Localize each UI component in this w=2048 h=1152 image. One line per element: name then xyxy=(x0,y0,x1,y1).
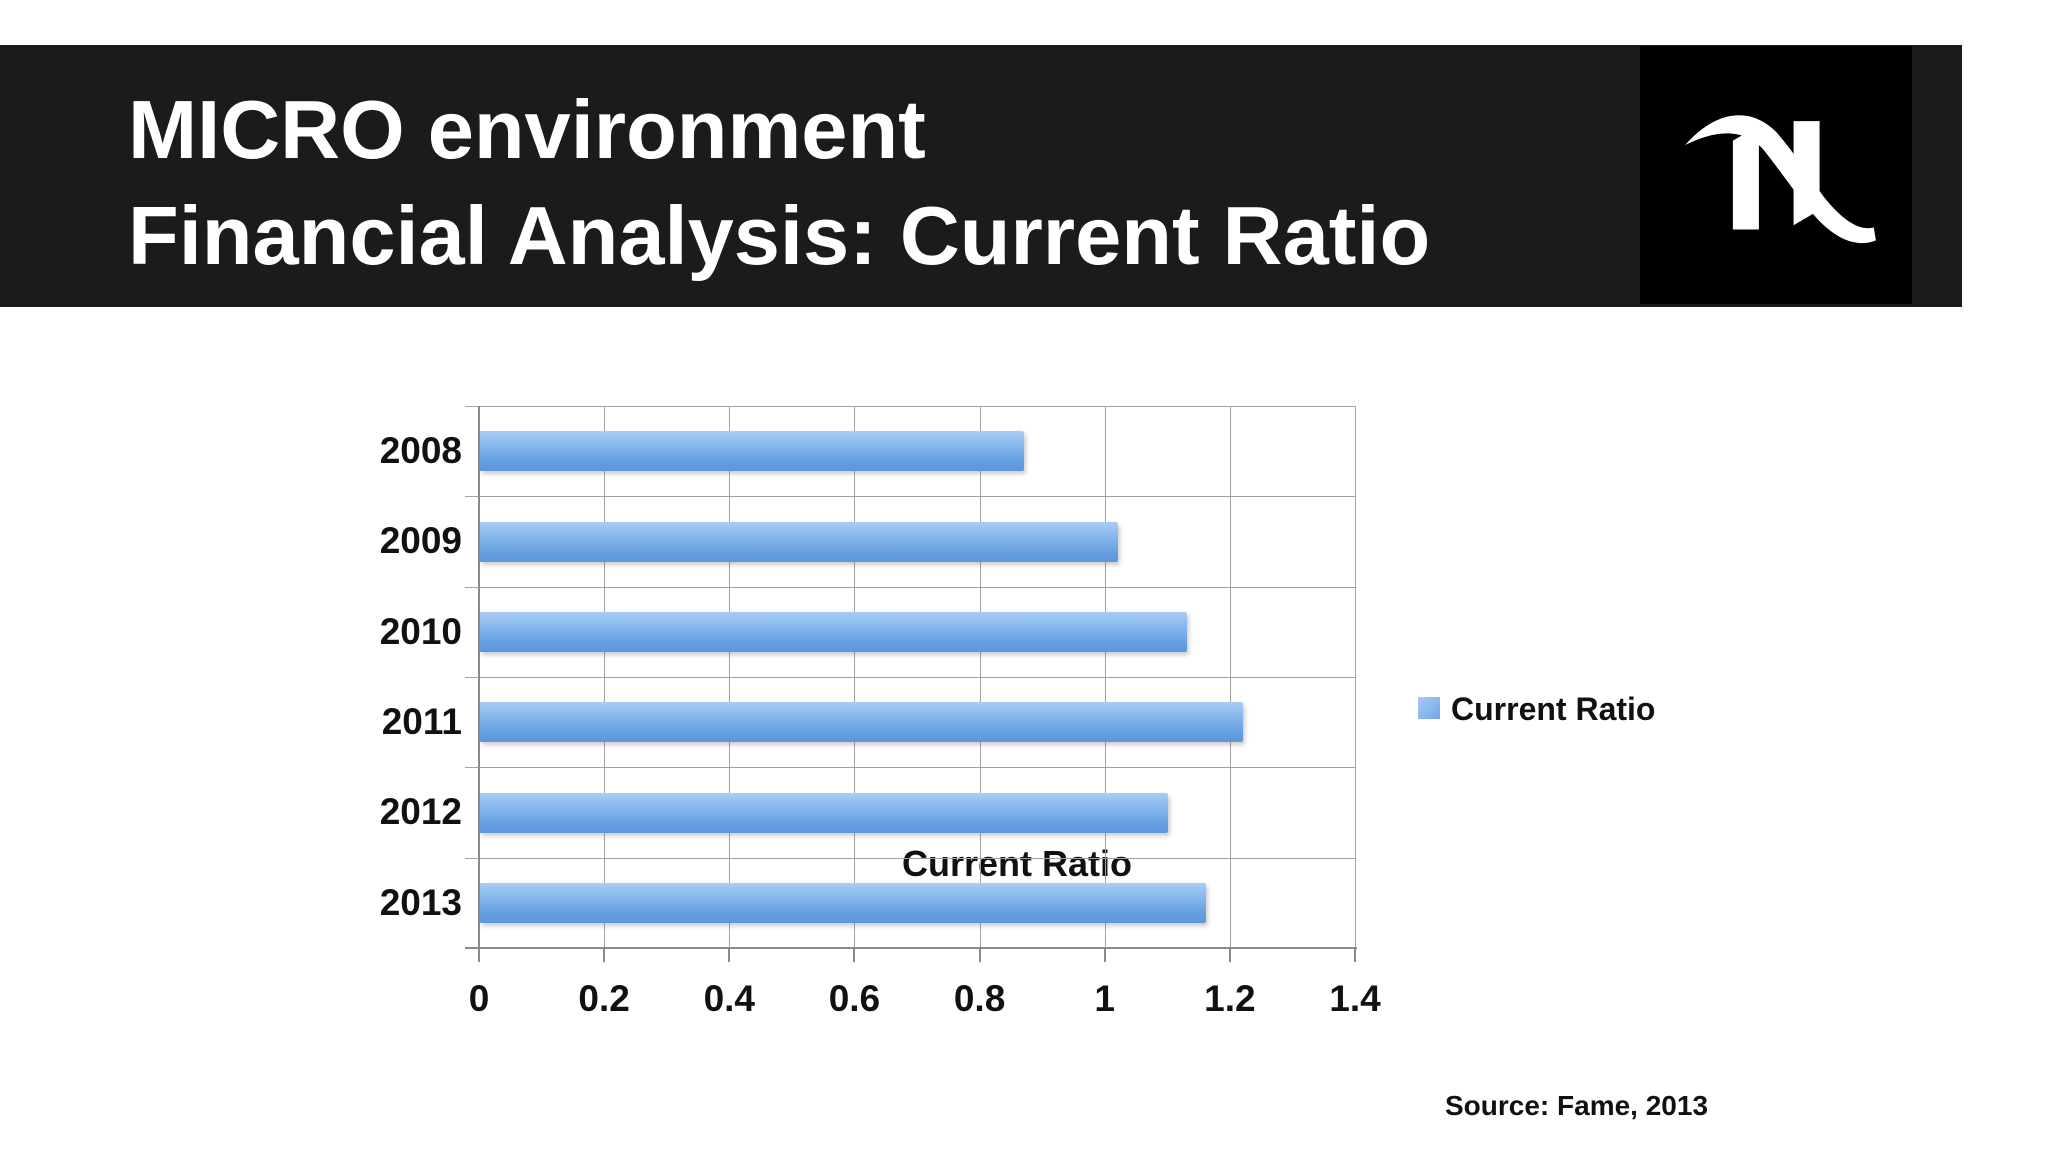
bar-2013 xyxy=(480,882,1206,923)
gridline-horizontal xyxy=(465,496,1355,498)
legend-label: Current Ratio xyxy=(1451,691,1656,727)
x-axis-tick xyxy=(853,948,856,962)
x-axis-label: 1.2 xyxy=(1204,978,1256,1019)
category-axis-line xyxy=(478,406,480,948)
x-axis-label: 0 xyxy=(468,978,490,1019)
bar-2009 xyxy=(480,521,1118,562)
chart-title: Current Ratio xyxy=(901,843,1133,884)
gridline-vertical xyxy=(1355,406,1356,948)
nespresso-logo xyxy=(1640,46,1912,304)
x-axis-tick xyxy=(728,948,731,962)
legend: Current Ratio xyxy=(1418,692,1655,726)
x-axis-label: 0.8 xyxy=(953,978,1006,1019)
bar-2008 xyxy=(480,431,1024,472)
x-axis-label: 0.6 xyxy=(828,978,881,1019)
slide-title-line-2: Financial Analysis: Current Ratio xyxy=(128,189,1431,282)
nespresso-n-icon xyxy=(1684,114,1876,243)
x-axis-label: 0.4 xyxy=(703,978,755,1019)
x-axis-tick xyxy=(1103,948,1106,962)
x-axis-label: 1.4 xyxy=(1329,978,1381,1019)
x-axis-tick xyxy=(1354,948,1356,962)
source-note: Source: Fame, 2013 xyxy=(1445,1090,1709,1121)
x-axis-label: 1 xyxy=(1094,978,1115,1019)
gridline-horizontal xyxy=(465,767,1355,769)
gridline-horizontal xyxy=(465,406,1355,407)
bar-2011 xyxy=(480,702,1243,743)
y-axis-label: 2008 xyxy=(379,430,462,472)
legend-swatch-icon xyxy=(1418,697,1440,719)
gridline-horizontal xyxy=(465,677,1355,678)
bar-2012 xyxy=(480,792,1168,833)
slide-title: MICRO environment Financial Analysis: Cu… xyxy=(128,77,1430,289)
slide-title-line-1: MICRO environment xyxy=(128,83,926,176)
x-axis-label: 0.2 xyxy=(578,978,630,1019)
y-axis-label: 2013 xyxy=(379,881,462,923)
value-axis-line xyxy=(465,947,1357,949)
x-axis-tick xyxy=(478,948,480,962)
x-axis-tick xyxy=(603,948,606,962)
y-axis-label: 2010 xyxy=(379,610,462,652)
y-axis-label: 2009 xyxy=(379,520,462,562)
x-axis-tick xyxy=(978,948,981,962)
slide-header: MICRO environment Financial Analysis: Cu… xyxy=(0,45,1962,307)
y-axis-label: 2011 xyxy=(381,701,462,743)
bar-2010 xyxy=(480,611,1187,652)
gridline-horizontal xyxy=(465,586,1355,588)
x-axis-tick xyxy=(1228,948,1231,962)
gridline-horizontal xyxy=(465,857,1355,859)
y-axis-label: 2012 xyxy=(379,791,462,833)
